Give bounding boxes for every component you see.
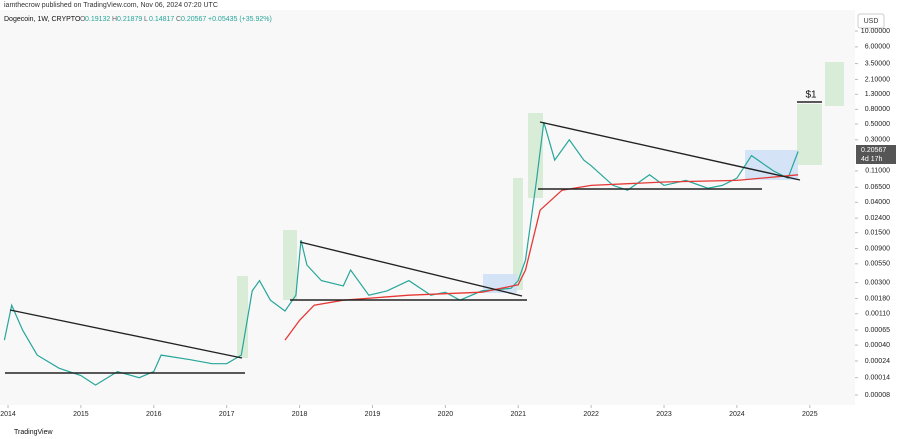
countdown: 4d 17h [861, 156, 883, 163]
trendline [299, 241, 523, 297]
box [528, 113, 543, 198]
ohlc-label: L [144, 16, 148, 23]
box [825, 62, 844, 106]
y-tick-label: 0.11000 [865, 168, 890, 175]
y-tick-label: 0.00040 [865, 342, 890, 349]
series-line [284, 174, 799, 341]
x-tick-label: 2020 [438, 411, 454, 418]
y-tick-label: 0.00550 [865, 261, 890, 268]
y-tick-label: 0.00300 [865, 279, 890, 286]
ohlc-label: H [112, 16, 117, 23]
ohlc-value: 0.14817 [149, 16, 174, 23]
currency-box [857, 13, 885, 29]
trendlines [5, 101, 822, 374]
annotation: $1 [805, 90, 817, 101]
trendline [539, 121, 801, 181]
y-tick-label: 0.00024 [865, 358, 890, 365]
x-tick-label: 2022 [583, 411, 599, 418]
y-tick-label: 0.00900 [865, 245, 890, 252]
plot-area [0, 10, 855, 405]
y-tick-label: 1.30000 [865, 91, 890, 98]
symbol: Dogecoin, 1W, CRYPTO [4, 16, 81, 23]
x-tick-label: 2021 [510, 411, 526, 418]
box [797, 104, 822, 165]
y-tick-label: 2.10000 [865, 76, 890, 83]
x-tick-label: 2023 [656, 411, 672, 418]
change: +0.05435 (+35.92%) [208, 16, 272, 23]
ohlc-legend: O 0.19132 H 0.21879 L 0.14817 C 0.20567 +0.05435… [80, 16, 272, 23]
y-tick-label: 3.50000 [865, 60, 890, 67]
currency: USD [864, 18, 879, 25]
y-tick-label: 0.80000 [865, 106, 890, 113]
y-tick-label: 0.01500 [865, 230, 890, 237]
y-tick-label: 0.30000 [865, 137, 890, 144]
y-tick-label: 0.00065 [865, 327, 890, 334]
box [237, 276, 248, 358]
footer: TradingView [14, 429, 53, 436]
y-tick-label: 0.00014 [865, 375, 890, 382]
ohlc-value: 0.21879 [117, 16, 142, 23]
y-tick-label: 0.50000 [865, 121, 890, 128]
y-tick-label: 0.04000 [865, 199, 890, 206]
x-tick-label: 2025 [802, 411, 818, 418]
ohlc-value: 0.19132 [85, 16, 110, 23]
ohlc-value: 0.20567 [181, 16, 206, 23]
x-tick-label: 2017 [219, 411, 235, 418]
x-tick-label: 2024 [729, 411, 745, 418]
y-tick-label: 0.00110 [865, 311, 890, 318]
box [513, 178, 523, 290]
header: iamthecrow published on TradingView.com,… [4, 2, 218, 9]
x-tick-label: 2015 [73, 411, 89, 418]
x-tick-label: 2016 [146, 411, 162, 418]
ohlc-label: O [80, 16, 86, 23]
y-tick-label: 6.00000 [865, 44, 890, 51]
y-tick-label: 0.06500 [865, 184, 890, 191]
axes: 10.00000 6.00000 3.50000 2.10000 1.30000 0.80… [0, 28, 890, 418]
last-price-box [856, 145, 896, 164]
trendline [9, 309, 243, 359]
y-tick-label: 0.00180 [865, 295, 890, 302]
x-tick-label: 2014 [0, 411, 16, 418]
box [283, 230, 297, 300]
x-tick-label: 2019 [365, 411, 381, 418]
y-tick-label: 0.02400 [865, 215, 890, 222]
ohlc-label: C [176, 16, 181, 23]
drawings [237, 62, 844, 358]
y-tick-label: 0.00008 [865, 392, 890, 399]
x-tick-label: 2018 [292, 411, 308, 418]
last-price: 0.20567 [861, 147, 886, 154]
y-tick-label: 10.00000 [861, 28, 890, 35]
